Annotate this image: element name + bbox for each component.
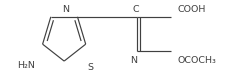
Text: OCOCH₃: OCOCH₃ (177, 56, 215, 65)
Text: H₂N: H₂N (17, 62, 35, 70)
Text: COOH: COOH (177, 5, 205, 14)
Text: C: C (132, 5, 139, 14)
Text: N: N (129, 56, 136, 65)
Text: S: S (87, 63, 93, 72)
Text: N: N (62, 5, 69, 14)
